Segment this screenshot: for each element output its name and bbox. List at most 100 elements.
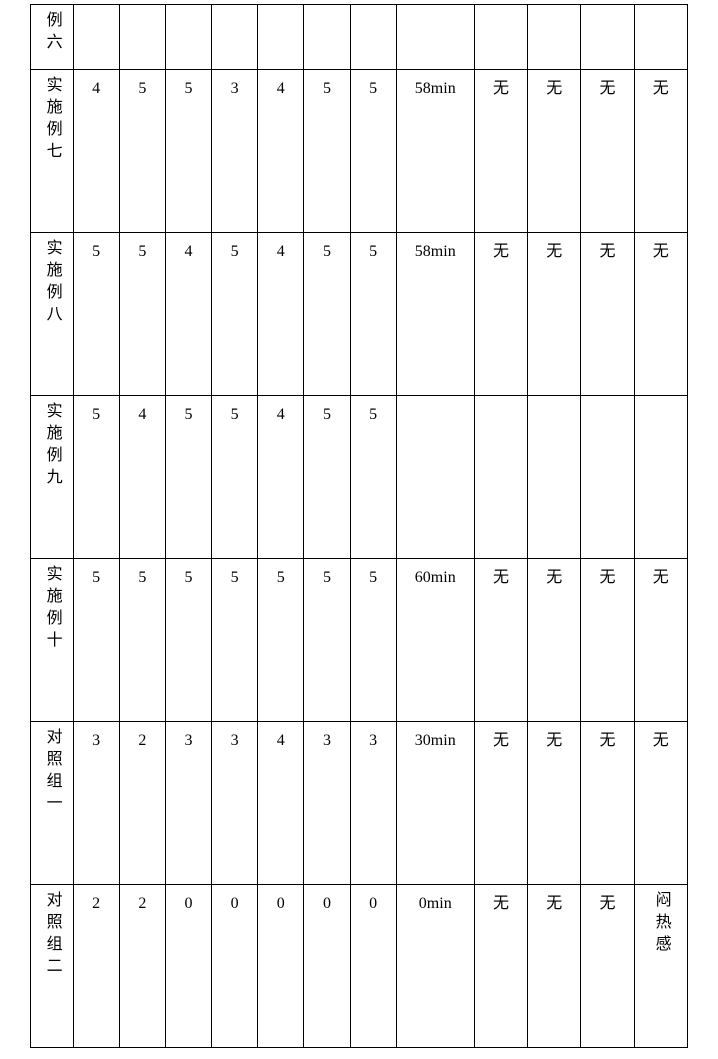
- table-cell: 4: [258, 396, 304, 559]
- table-cell: 0: [258, 885, 304, 1048]
- table-row: 实施例八554545558min无无无无: [31, 233, 688, 396]
- table-cell: 3: [350, 722, 396, 885]
- table-cell: 3: [212, 722, 258, 885]
- table-cell: 5: [350, 396, 396, 559]
- table-cell: 0min: [396, 885, 474, 1048]
- table-cell: 5: [165, 396, 211, 559]
- row-label-cell: 对照组一: [31, 722, 74, 885]
- table-cell: 3: [165, 722, 211, 885]
- row-label: 对照组二: [39, 891, 65, 979]
- table-cell: [634, 396, 687, 559]
- table-cell: 无: [528, 559, 581, 722]
- table-cell: 3: [73, 722, 119, 885]
- table-cell: 0: [212, 885, 258, 1048]
- table-cell: 3: [212, 70, 258, 233]
- table-cell: 无: [581, 70, 634, 233]
- table-cell: 58min: [396, 233, 474, 396]
- table-cell: [350, 5, 396, 70]
- table-cell: 无: [581, 233, 634, 396]
- table-cell: 4: [119, 396, 165, 559]
- table-cell: 无: [474, 233, 527, 396]
- row-label-cell: 例六: [31, 5, 74, 70]
- table-cell: 5: [73, 396, 119, 559]
- row-label-cell: 实施例九: [31, 396, 74, 559]
- table-cell: 2: [119, 722, 165, 885]
- table-cell: 5: [73, 233, 119, 396]
- table-cell: 0: [350, 885, 396, 1048]
- table-cell: 无: [528, 885, 581, 1048]
- table-cell: 无: [634, 70, 687, 233]
- table-cell: 5: [258, 559, 304, 722]
- table-cell: 4: [258, 722, 304, 885]
- table-cell: 无: [634, 722, 687, 885]
- table-cell: 无: [634, 233, 687, 396]
- table-cell: 5: [165, 70, 211, 233]
- table-cell: 5: [165, 559, 211, 722]
- table-row: 对照组一323343330min无无无无: [31, 722, 688, 885]
- table-cell: [528, 396, 581, 559]
- table-cell: 5: [212, 559, 258, 722]
- row-label: 实施例九: [39, 402, 65, 490]
- table-cell: 闷热感: [634, 885, 687, 1048]
- table-cell: 4: [258, 233, 304, 396]
- table-cell: 5: [304, 396, 350, 559]
- row-label-cell: 实施例七: [31, 70, 74, 233]
- table-cell: 5: [119, 233, 165, 396]
- table-container: 例六实施例七455345558min无无无无实施例八554545558min无无…: [0, 0, 718, 1058]
- table-cell: [73, 5, 119, 70]
- table-cell: 5: [212, 396, 258, 559]
- table-cell: 5: [212, 233, 258, 396]
- table-body: 例六实施例七455345558min无无无无实施例八554545558min无无…: [31, 5, 688, 1048]
- table-cell: 2: [119, 885, 165, 1048]
- table-cell: 5: [350, 70, 396, 233]
- table-cell: 无: [528, 70, 581, 233]
- table-cell: 5: [350, 233, 396, 396]
- table-cell: 5: [119, 559, 165, 722]
- table-row: 例六: [31, 5, 688, 70]
- table-cell: 5: [304, 70, 350, 233]
- table-cell: 4: [73, 70, 119, 233]
- table-cell: [581, 396, 634, 559]
- table-cell: 无: [581, 722, 634, 885]
- table-cell: 无: [581, 885, 634, 1048]
- table-cell: [581, 5, 634, 70]
- table-cell: 5: [304, 559, 350, 722]
- table-cell: 5: [119, 70, 165, 233]
- table-cell: 无: [474, 885, 527, 1048]
- table-cell: [258, 5, 304, 70]
- table-row: 对照组二22000000min无无无闷热感: [31, 885, 688, 1048]
- table-cell: [119, 5, 165, 70]
- table-cell: [396, 396, 474, 559]
- table-cell: [528, 5, 581, 70]
- table-cell: [212, 5, 258, 70]
- table-cell: 无: [634, 559, 687, 722]
- table-cell: 60min: [396, 559, 474, 722]
- table-row: 实施例七455345558min无无无无: [31, 70, 688, 233]
- table-cell: 5: [304, 233, 350, 396]
- table-cell: 无: [528, 233, 581, 396]
- table-cell: 无: [528, 722, 581, 885]
- table-cell: [474, 5, 527, 70]
- table-cell: 无: [474, 722, 527, 885]
- table-cell: [634, 5, 687, 70]
- row-label: 实施例七: [39, 76, 65, 164]
- table-cell: 2: [73, 885, 119, 1048]
- table-cell: 0: [165, 885, 211, 1048]
- table-cell: 0: [304, 885, 350, 1048]
- row-label-cell: 实施例八: [31, 233, 74, 396]
- row-label: 对照组一: [39, 728, 65, 816]
- table-cell: [474, 396, 527, 559]
- row-label: 实施例八: [39, 239, 65, 327]
- table-cell: 无: [474, 559, 527, 722]
- table-row: 实施例九5455455: [31, 396, 688, 559]
- table-cell: [165, 5, 211, 70]
- table-cell: [396, 5, 474, 70]
- row-label-cell: 对照组二: [31, 885, 74, 1048]
- table-cell: 5: [350, 559, 396, 722]
- table-cell: 4: [258, 70, 304, 233]
- row-label: 例六: [39, 11, 65, 55]
- data-table: 例六实施例七455345558min无无无无实施例八554545558min无无…: [30, 4, 688, 1048]
- table-cell: 4: [165, 233, 211, 396]
- row-label: 实施例十: [39, 565, 65, 653]
- table-cell: 无: [474, 70, 527, 233]
